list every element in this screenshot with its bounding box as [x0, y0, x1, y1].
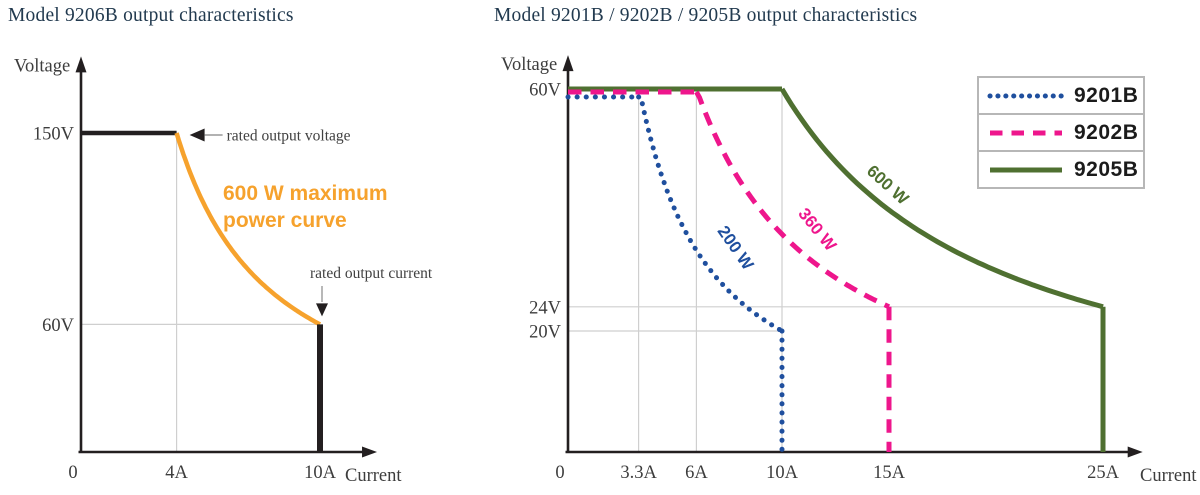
left-chart: 0 4A 10A 150V 60V Voltage Current rated output … — [14, 56, 433, 486]
legend-item-9202B: 9202B — [977, 113, 1145, 152]
y-tick-label: 24V — [529, 298, 562, 318]
y-axis-arrow — [75, 56, 87, 73]
y-tick-label: 60V — [42, 316, 75, 336]
left-chart-title: Model 9206B output characteristics — [8, 5, 294, 26]
series-9201B-power — [636, 94, 785, 334]
y-axis-title: Voltage — [14, 56, 70, 76]
power-label-9201B: 200 W — [714, 222, 758, 274]
y-axis-arrow — [562, 55, 574, 72]
legend-item-9205B: 9205B — [977, 150, 1145, 189]
legend-line-sample — [990, 167, 1062, 172]
rated-current-arrow-icon — [316, 303, 328, 317]
x-tick-label: 0 — [555, 463, 564, 483]
x-tick-label: 10A — [304, 463, 337, 483]
x-tick-label: 4A — [165, 463, 188, 483]
legend-line-sample — [990, 130, 1062, 135]
x-axis-title: Current — [345, 466, 402, 486]
rated-voltage-label: rated output voltage — [227, 127, 351, 144]
y-tick-label: 20V — [529, 323, 562, 343]
x-tick-label: 0 — [68, 463, 77, 483]
x-axis-title: Current — [1140, 466, 1197, 486]
rated-current-label: rated output current — [310, 265, 433, 282]
legend-item-label: 9202B — [1074, 120, 1139, 144]
x-tick-label: 10A — [766, 463, 799, 483]
x-axis-arrow — [1127, 446, 1143, 458]
y-tick-label: 150V — [33, 125, 75, 145]
legend-item-label: 9201B — [1074, 83, 1139, 107]
y-axis-title: Voltage — [501, 55, 557, 75]
power-curve-label-line2: power curve — [223, 209, 347, 232]
right-chart-title: Model 9201B / 9202B / 9205B output chara… — [494, 5, 918, 26]
x-axis-arrow — [362, 446, 378, 458]
legend-item-label: 9205B — [1074, 157, 1139, 181]
rated-voltage-arrow-icon — [189, 128, 205, 142]
x-tick-label: 25A — [1087, 463, 1120, 483]
legend: 9201B 9202B 9205B — [977, 76, 1145, 189]
power-label-9205B: 600 W — [863, 161, 913, 209]
power-curve-label-line1: 600 W maximum — [223, 182, 388, 205]
x-tick-label: 15A — [873, 463, 906, 483]
series-9205B-power — [779, 87, 1104, 310]
series-9206B-power — [174, 132, 322, 327]
legend-line-sample — [987, 93, 1065, 98]
x-tick-label: 6A — [685, 463, 708, 483]
power-label-9202B: 360 W — [794, 204, 840, 255]
x-tick-label: 3.3A — [620, 463, 657, 483]
legend-item-9201B: 9201B — [977, 76, 1145, 115]
series-9202B-power — [694, 90, 891, 310]
y-tick-label: 60V — [529, 81, 562, 101]
